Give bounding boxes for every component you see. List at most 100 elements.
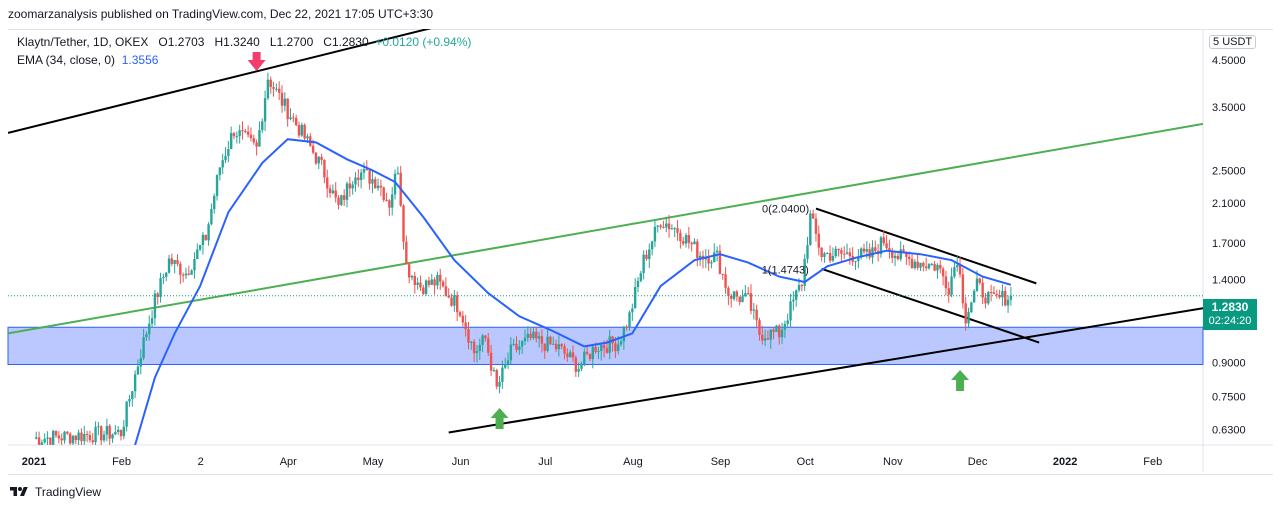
candle-body	[348, 183, 352, 189]
candle-body	[930, 263, 933, 265]
candle-body	[498, 381, 501, 387]
candle-body	[292, 117, 295, 119]
candle-body	[159, 278, 162, 298]
candle-body	[670, 228, 674, 230]
candle-body	[679, 232, 682, 242]
candle-body	[410, 275, 414, 278]
symbol-name[interactable]: Klaytn/Tether, 1D, OKEX	[17, 35, 149, 49]
ema-line[interactable]	[134, 138, 1012, 445]
candle-body	[156, 293, 159, 298]
candle-body	[854, 261, 857, 263]
candle-body	[947, 288, 950, 295]
candle-body	[258, 130, 261, 147]
candle-body	[173, 260, 176, 264]
candle-body	[422, 287, 425, 294]
upper-channel-trendline[interactable]	[8, 24, 449, 134]
candle-body	[518, 346, 521, 350]
candle-body	[224, 155, 227, 161]
candle-body	[108, 425, 111, 439]
candle-body	[902, 249, 905, 253]
ema-value: 1.3556	[121, 53, 159, 67]
candle-body	[566, 353, 569, 358]
candle-body	[520, 341, 524, 347]
candle-body	[201, 234, 205, 245]
candle-body	[54, 430, 58, 436]
candle-body	[693, 241, 696, 245]
candle-body	[639, 273, 643, 281]
candle-body	[868, 249, 871, 258]
candle-body	[238, 130, 241, 137]
candle-body	[323, 159, 326, 178]
candle-body	[244, 131, 247, 133]
candle-body	[738, 296, 741, 303]
candle-body	[684, 235, 688, 244]
candle-body	[761, 334, 764, 341]
candle-body	[794, 290, 798, 300]
ema-label[interactable]: EMA (34, close, 0)	[17, 53, 116, 67]
candle-body	[597, 351, 600, 353]
candle-body	[885, 243, 888, 249]
candle-body	[552, 343, 555, 345]
candle-body	[357, 177, 360, 181]
candle-body	[594, 346, 597, 353]
candle-body	[631, 308, 634, 313]
candle-body	[119, 429, 123, 437]
candle-body	[125, 401, 128, 427]
legend-close: C1.2830	[323, 35, 369, 49]
candle-body	[232, 133, 236, 137]
candle-body	[272, 87, 275, 89]
candle-body	[100, 426, 103, 441]
wedge-bottom-trendline[interactable]	[821, 267, 1040, 344]
candle-body	[131, 391, 134, 399]
legend-high: H1.3240	[214, 35, 260, 49]
candle-body	[105, 425, 109, 435]
green-trend-trendline[interactable]	[8, 122, 1203, 335]
candle-body	[37, 437, 41, 445]
candle-body	[907, 256, 911, 259]
candle-body	[741, 296, 744, 303]
candle-body	[430, 279, 433, 285]
candle-body	[495, 370, 498, 387]
footer-brand[interactable]: TradingView	[35, 485, 102, 499]
candle-body	[167, 258, 171, 273]
candle-body	[614, 343, 617, 352]
price-tick-label: 3.5000	[1212, 102, 1246, 114]
candle-body	[893, 255, 897, 258]
candle-body	[80, 432, 83, 442]
candle-body	[139, 358, 142, 367]
wedge-top-trendline[interactable]	[815, 207, 1037, 285]
candle-body	[66, 431, 69, 434]
candle-body	[713, 252, 716, 263]
tradingview-logo-icon[interactable]	[8, 485, 30, 499]
currency-badge[interactable]: 5 USDT	[1209, 35, 1257, 49]
candle-body	[602, 344, 606, 349]
price-tick-label: 4.5000	[1212, 55, 1246, 67]
candle-body	[758, 320, 761, 335]
candle-body	[978, 278, 982, 283]
candle-body	[1009, 295, 1013, 300]
candle-body	[379, 185, 383, 188]
bottom-arrow-icon	[490, 408, 509, 429]
lower-channel-trendline[interactable]	[448, 307, 1203, 434]
candle-body	[987, 292, 990, 304]
candle-body	[453, 295, 456, 306]
candle-body	[956, 265, 959, 268]
candle-body	[464, 322, 467, 330]
candle-body	[393, 173, 397, 195]
candle-body	[859, 248, 863, 258]
candle-body	[153, 293, 157, 319]
support-zone[interactable]	[7, 326, 1204, 365]
candle-body	[642, 254, 645, 274]
candle-body	[845, 252, 849, 254]
candles[interactable]	[35, 72, 1013, 454]
candle-body	[540, 336, 544, 344]
candle-body	[40, 442, 44, 445]
candle-body	[831, 256, 835, 261]
time-tick-label: May	[363, 456, 384, 468]
candle-body	[345, 183, 349, 200]
candle-body	[653, 226, 657, 242]
candle-body	[910, 258, 914, 269]
candle-body	[235, 136, 239, 138]
dec-arrow-icon	[951, 370, 970, 391]
